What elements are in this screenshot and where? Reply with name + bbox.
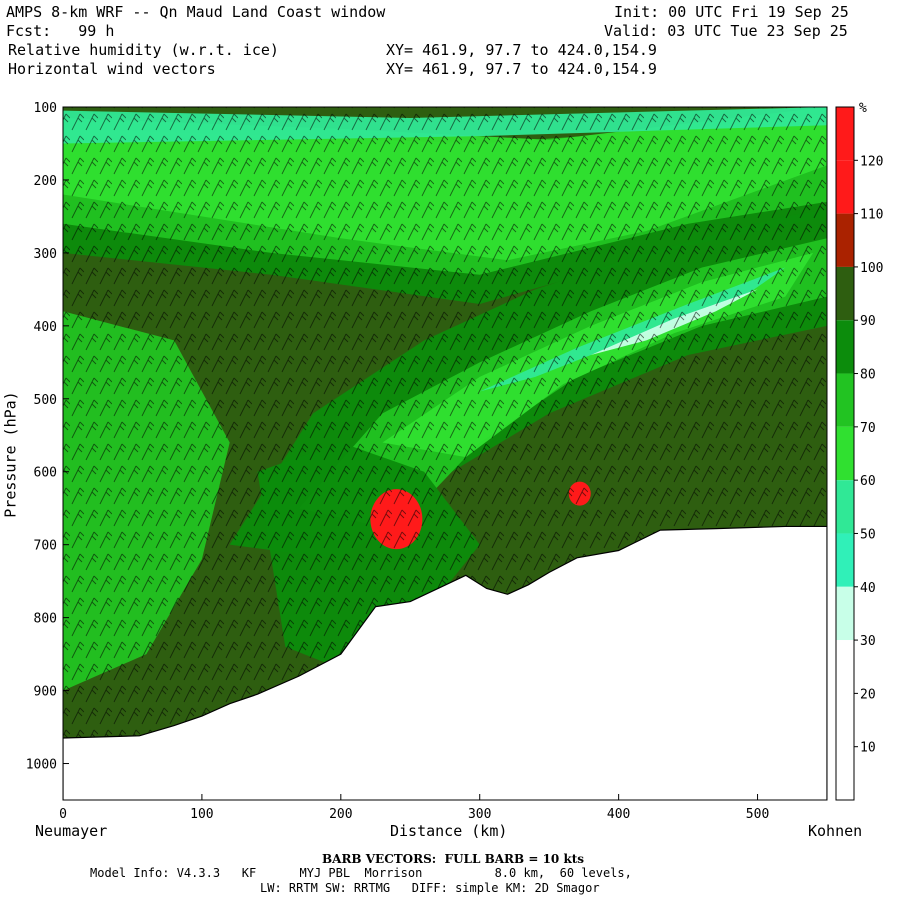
colorbar-label: 50	[860, 527, 876, 542]
x-tick-label: 0	[59, 807, 67, 822]
terrain	[63, 525, 827, 800]
colorbar-swatch	[836, 213, 854, 267]
y-tick-label: 300	[34, 247, 57, 262]
y-tick-label: 1000	[26, 758, 57, 773]
colorbar-swatch	[836, 480, 854, 534]
y-tick-label: 800	[34, 612, 57, 627]
field-name-rh: Relative humidity (w.r.t. ice)	[8, 41, 279, 59]
colorbar-swatch	[836, 107, 854, 161]
x-tick-label: 300	[468, 807, 491, 822]
cross-section-coords-1: XY= 461.9, 97.7 to 424.0,154.9	[386, 41, 657, 59]
colorbar-frame	[835, 106, 855, 801]
x-tick-label: 100	[190, 807, 213, 822]
y-axis-label: Pressure (hPa)	[1, 391, 20, 518]
colorbar-label: 100	[860, 261, 883, 276]
barb-legend: BARB VECTORS: FULL BARB = 10 kts	[322, 852, 585, 866]
y-tick-label: 100	[34, 101, 57, 116]
colorbar-swatch	[836, 320, 854, 374]
colorbar-swatch	[836, 746, 854, 800]
x-tick-label: 500	[746, 807, 769, 822]
left-endpoint-label: Neumayer	[35, 822, 108, 840]
model-info-line-1: Model Info: V4.3.3 KF MYJ PBL Morrison 8…	[90, 866, 632, 880]
colorbar-label: 20	[860, 687, 876, 702]
colorbar-swatch	[836, 266, 854, 321]
model-info-line-2: LW: RRTM SW: RRTMG DIFF: simple KM: 2D S…	[260, 881, 600, 895]
colorbar-label: 90	[860, 314, 876, 329]
colorbar-label: 30	[860, 634, 876, 649]
header-forecast-hour: Fcst: 99 h	[6, 22, 115, 40]
colorbar-swatch	[836, 533, 854, 587]
colorbar-unit: %	[859, 101, 867, 116]
colorbar-label: 110	[860, 208, 883, 223]
header-valid: Valid: 03 UTC Tue 23 Sep 25	[604, 22, 848, 40]
x-axis-label: Distance (km)	[390, 822, 508, 840]
header-init: Init: 00 UTC Fri 19 Sep 25	[614, 3, 849, 21]
plot-frame	[62, 106, 828, 801]
right-endpoint-label: Kohnen	[808, 822, 863, 840]
header-title: AMPS 8-km WRF -- Qn Maud Land Coast wind…	[6, 3, 386, 21]
y-tick-label: 600	[34, 466, 57, 481]
colorbar-swatch	[836, 426, 854, 481]
field-name-wind: Horizontal wind vectors	[8, 60, 216, 78]
colorbar-label: 60	[860, 474, 876, 489]
y-tick-label: 400	[34, 320, 57, 335]
colorbar-label: 80	[860, 368, 876, 383]
colorbar-label: 10	[860, 741, 876, 756]
colorbar-swatch	[836, 693, 854, 747]
x-tick-label: 200	[329, 807, 352, 822]
y-tick-label: 900	[34, 685, 57, 700]
colorbar-label: 120	[860, 154, 883, 169]
y-tick-label: 700	[34, 539, 57, 554]
colorbar-label: 70	[860, 421, 876, 436]
colorbar-swatch	[836, 640, 854, 694]
colorbar-swatch	[836, 160, 854, 214]
colorbar-swatch	[836, 586, 854, 641]
cross-section-coords-2: XY= 461.9, 97.7 to 424.0,154.9	[386, 60, 657, 78]
colorbar-swatch	[836, 373, 854, 427]
colorbar-label: 40	[860, 581, 876, 596]
x-tick-label: 400	[607, 807, 630, 822]
y-tick-label: 500	[34, 393, 57, 408]
y-tick-label: 200	[34, 174, 57, 189]
